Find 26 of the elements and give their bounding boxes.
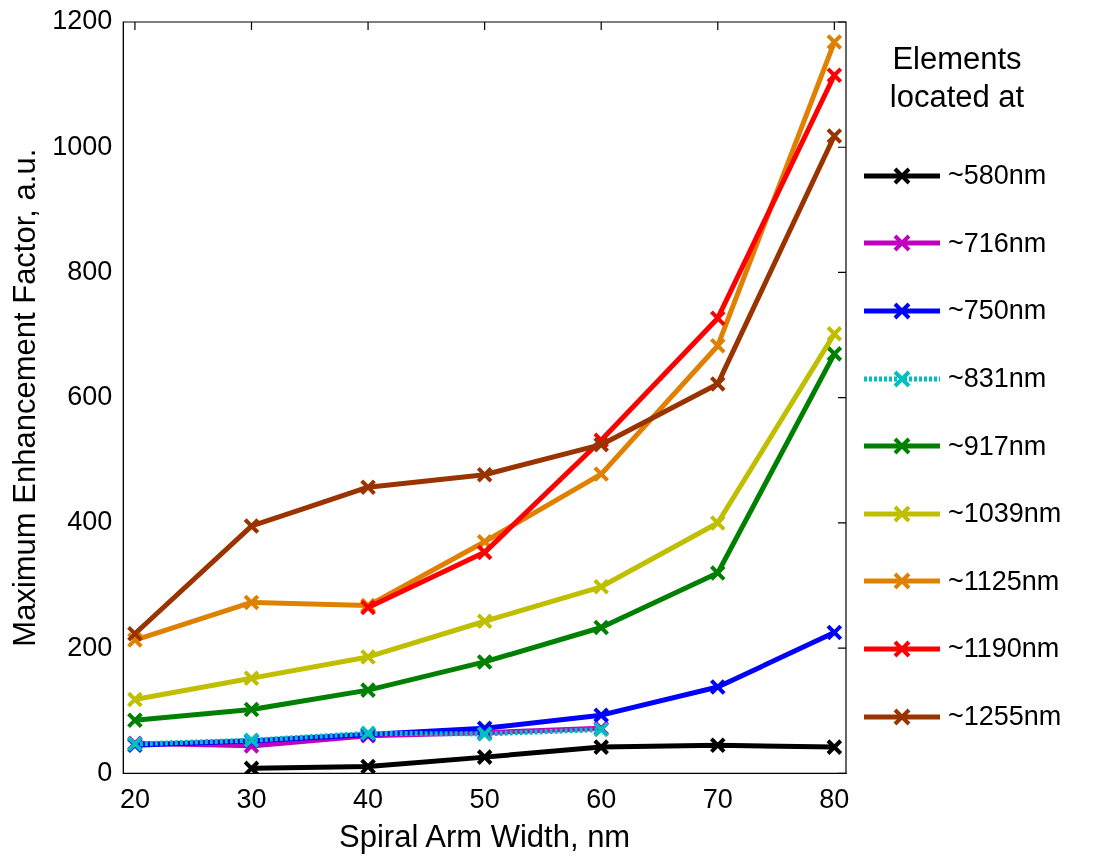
legend-label: ~580nm [948,160,1047,192]
y-tick-label: 0 [97,756,113,787]
x-tick-label: 50 [469,784,500,815]
y-tick-label: 1200 [52,5,113,36]
legend-label: ~917nm [948,430,1047,462]
x-tick-label: 40 [353,784,384,815]
y-tick-label: 400 [67,506,113,537]
legend-label: ~1039nm [948,498,1062,530]
x-tick-label: 30 [236,784,267,815]
y-tick-label: 200 [67,631,113,662]
x-tick-label: 20 [119,784,150,815]
legend-label: ~750nm [948,295,1047,327]
legend-title: Elements located at [888,40,1026,116]
y-axis-title: Maximum Enhancement Factor, a.u. [7,148,43,647]
legend-label: ~716nm [948,227,1047,259]
x-tick-label: 70 [702,784,733,815]
legend-label: ~1190nm [948,633,1060,665]
y-tick-label: 1000 [52,130,113,161]
legend-label: ~831nm [948,363,1047,395]
x-axis-title: Spiral Arm Width, nm [339,818,631,854]
y-tick-label: 600 [67,381,113,412]
legend-label: ~1255nm [948,701,1062,733]
x-tick-label: 80 [819,784,850,815]
x-tick-label: 60 [586,784,617,815]
y-tick-label: 800 [67,255,113,286]
legend-label: ~1125nm [948,565,1060,597]
